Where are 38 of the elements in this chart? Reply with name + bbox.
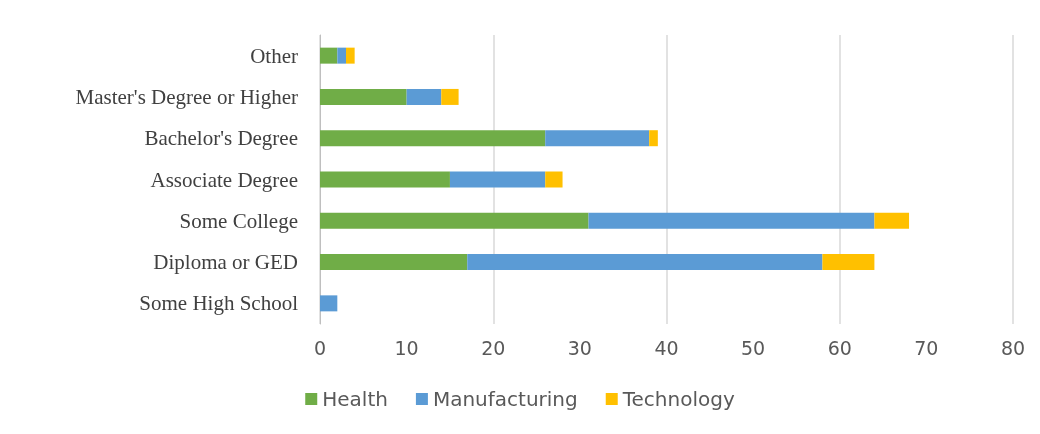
x-tick-label: 10 bbox=[394, 336, 419, 359]
x-tick-label: 50 bbox=[741, 336, 766, 359]
bar bbox=[406, 88, 442, 105]
bar bbox=[449, 171, 546, 188]
bar bbox=[822, 254, 875, 271]
y-tick-label: Some High School bbox=[139, 291, 299, 316]
y-tick-label: Bachelor's Degree bbox=[144, 126, 298, 151]
bar bbox=[320, 130, 546, 147]
x-tick-label: 20 bbox=[481, 336, 506, 359]
x-tick-label: 0 bbox=[313, 336, 327, 359]
legend-label: Manufacturing bbox=[432, 387, 578, 411]
bar bbox=[874, 212, 910, 229]
legend-label: Technology bbox=[621, 387, 735, 411]
bar bbox=[467, 254, 823, 271]
bar bbox=[320, 47, 338, 64]
bar bbox=[649, 130, 658, 147]
y-tick-label: Diploma or GED bbox=[153, 250, 298, 275]
y-tick-label: Associate Degree bbox=[150, 167, 298, 192]
x-tick-label: 40 bbox=[654, 336, 679, 359]
bar bbox=[320, 254, 468, 271]
bar bbox=[320, 88, 407, 105]
x-tick-label: 30 bbox=[567, 336, 592, 359]
bar bbox=[545, 171, 563, 188]
bar bbox=[337, 47, 346, 64]
bar bbox=[545, 130, 650, 147]
bar bbox=[345, 47, 355, 64]
bar bbox=[320, 171, 450, 188]
y-tick-label: Other bbox=[250, 43, 298, 68]
bar bbox=[588, 212, 875, 229]
x-tick-label: 70 bbox=[914, 336, 939, 359]
x-tick-label: 80 bbox=[1000, 336, 1026, 359]
bar bbox=[320, 212, 589, 229]
x-tick-label: 60 bbox=[827, 336, 852, 359]
y-tick-label: Master's Degree or Higher bbox=[75, 84, 298, 109]
bar bbox=[320, 295, 338, 312]
bar bbox=[441, 88, 459, 105]
y-tick-label: Some College bbox=[179, 208, 298, 233]
legend-label: Health bbox=[322, 387, 388, 411]
